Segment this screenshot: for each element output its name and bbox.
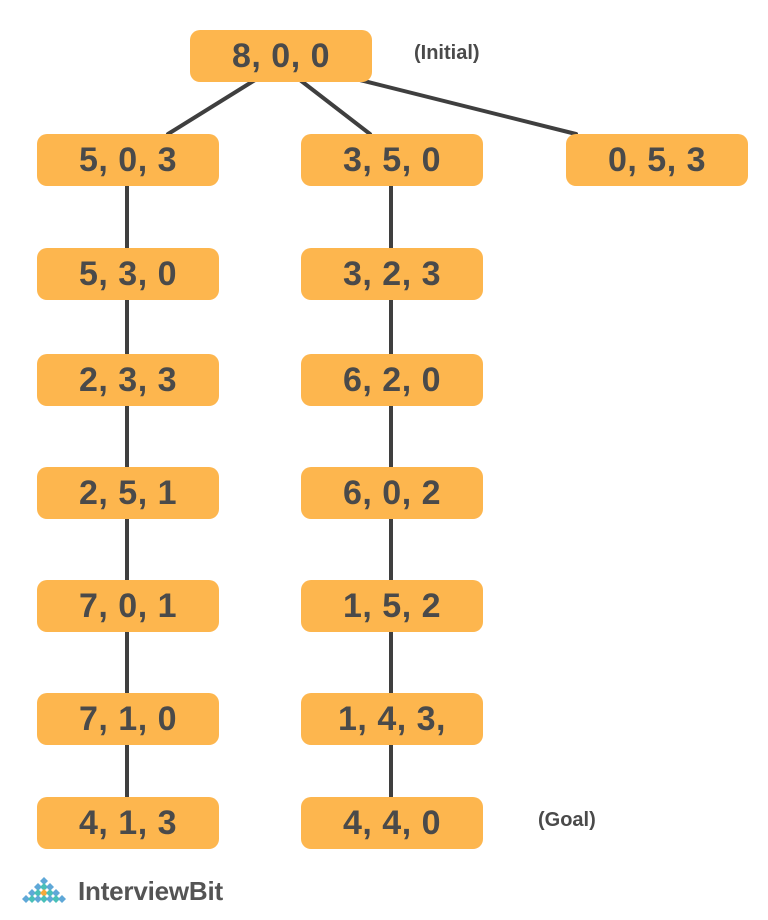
edge-800-350 [298, 78, 372, 136]
goal-label: (Goal) [538, 809, 596, 831]
node-goal-state: 4, 4, 0 [301, 797, 483, 849]
edge-800-503 [166, 78, 257, 136]
node-state: 5, 3, 0 [37, 248, 219, 300]
node-state: 6, 2, 0 [301, 354, 483, 406]
node-state: 4, 1, 3 [37, 797, 219, 849]
node-state: 2, 5, 1 [37, 467, 219, 519]
node-state: 1, 5, 2 [301, 580, 483, 632]
node-state: 7, 1, 0 [37, 693, 219, 745]
node-state: 3, 2, 3 [301, 248, 483, 300]
node-state: 6, 0, 2 [301, 467, 483, 519]
node-state: 3, 5, 0 [301, 134, 483, 186]
diamond-grid-logo-icon [22, 876, 66, 903]
node-state: 5, 0, 3 [37, 134, 219, 186]
initial-label: (Initial) [414, 42, 480, 64]
node-state: 7, 0, 1 [37, 580, 219, 632]
node-state: 2, 3, 3 [37, 354, 219, 406]
brand-name: InterviewBit [78, 876, 223, 906]
brand-footer: InterviewBit [18, 876, 223, 907]
node-initial-state: 8, 0, 0 [190, 30, 372, 82]
edge-800-053 [358, 78, 578, 136]
node-state: 1, 4, 3, [301, 693, 483, 745]
node-state: 0, 5, 3 [566, 134, 748, 186]
